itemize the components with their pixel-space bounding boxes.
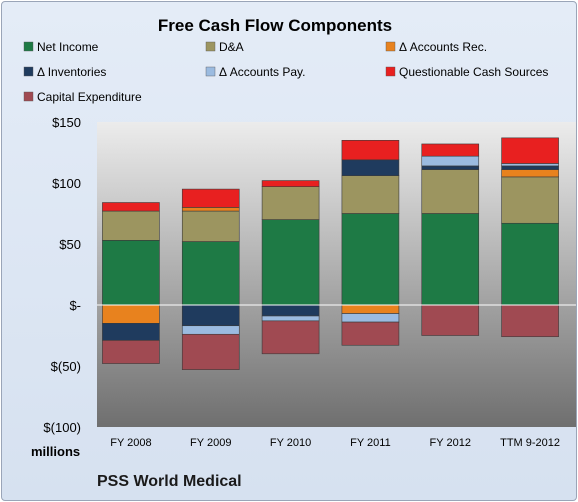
bar-segment: [261, 315, 320, 322]
bar-segment: [501, 169, 559, 178]
bar-segment: [501, 304, 559, 338]
x-category-label: FY 2011: [350, 437, 391, 449]
legend-swatch: [385, 41, 396, 52]
bar-segment: [102, 210, 160, 241]
bar-segment: [501, 222, 559, 306]
bar-segment: [421, 304, 480, 336]
legend-swatch: [23, 91, 34, 102]
bar-segment: [181, 325, 240, 335]
bar-segment: [501, 137, 559, 164]
bar-segment: [181, 241, 240, 306]
x-category-label: FY 2010: [270, 437, 311, 449]
legend-label: Δ Accounts Pay.: [219, 65, 306, 79]
bar-segment: [261, 219, 320, 306]
bar-segment: [421, 165, 480, 170]
bars-group: [102, 137, 559, 370]
bar-segment: [102, 340, 160, 364]
bar-segment: [181, 333, 240, 370]
legend-swatch: [205, 66, 216, 77]
bar-segment: [181, 207, 240, 212]
bar-segment: [102, 322, 160, 341]
x-axis: FY 2008 FY 2009 FY 2010 FY 2011 FY 2012 TTM 9…: [110, 437, 560, 449]
x-category-label: TTM 9-2012: [500, 437, 560, 449]
bar-segment: [421, 155, 480, 167]
bar-segment: [501, 165, 559, 170]
bar-segment: [261, 320, 320, 355]
bar-segment: [341, 213, 400, 306]
legend-label: Net Income: [37, 40, 99, 54]
legend-swatch: [23, 41, 34, 52]
bar-segment: [341, 321, 400, 346]
bar-segment: [341, 175, 400, 214]
bar-segment: [501, 176, 559, 224]
bar-segment: [341, 304, 400, 314]
x-category-label: FY 2009: [190, 437, 231, 449]
bar-segment: [181, 210, 240, 242]
company-label: PSS World Medical: [97, 473, 242, 490]
legend-label: D&A: [219, 40, 244, 54]
x-category-label: FY 2012: [430, 437, 471, 449]
y-tick-label: $-: [69, 298, 81, 313]
bar-segment: [102, 202, 160, 212]
y-tick-label: $(50): [51, 359, 81, 374]
y-tick-label: $50: [59, 237, 81, 252]
legend-label: Δ Inventories: [37, 65, 106, 79]
unit-label: millions: [31, 444, 80, 459]
bar-segment: [421, 213, 480, 306]
legend-label: Capital Expenditure: [37, 90, 142, 104]
bar-segment: [341, 140, 400, 161]
bar-segment: [421, 143, 480, 157]
bar-segment: [261, 304, 320, 317]
bar-segment: [341, 313, 400, 323]
bar-segment: [261, 186, 320, 220]
bar-segment: [421, 169, 480, 214]
bar-segment: [181, 188, 240, 208]
y-axis: $150 $100 $50 $- $(50) $(100): [43, 115, 81, 435]
bar-segment: [102, 240, 160, 306]
legend-swatch: [385, 66, 396, 77]
plot-area: [97, 122, 576, 427]
legend-label: Questionable Cash Sources: [399, 65, 548, 79]
bar-segment: [102, 304, 160, 324]
chart-title: Free Cash Flow Components: [158, 16, 392, 35]
bar-segment: [501, 163, 559, 167]
bar-segment: [181, 304, 240, 327]
legend: Net Income D&A Δ Accounts Rec. Δ Inventorie…: [23, 40, 548, 104]
bar-segment: [341, 159, 400, 176]
y-tick-label: $100: [52, 176, 81, 191]
bar-segment: [261, 180, 320, 187]
legend-swatch: [205, 41, 216, 52]
y-tick-label: $(100): [43, 420, 81, 435]
legend-label: Δ Accounts Rec.: [399, 40, 487, 54]
legend-swatch: [23, 66, 34, 77]
y-tick-label: $150: [52, 115, 81, 130]
x-category-label: FY 2008: [110, 437, 151, 449]
